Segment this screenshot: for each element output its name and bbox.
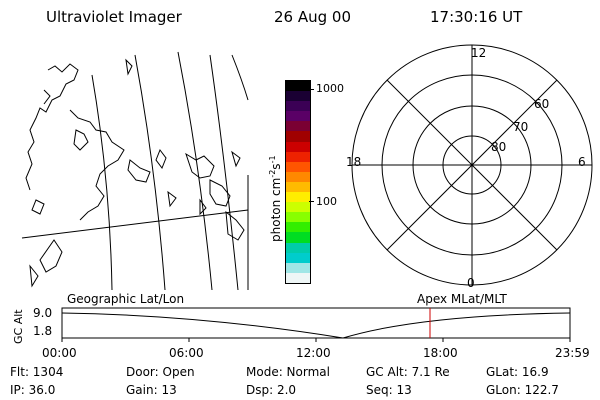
colorbar-segment [286,111,310,122]
time-label: 17:30:16 UT [430,8,523,26]
mlt-label-0: 0 [467,276,475,290]
colorbar-segment [286,252,310,263]
colorbar-segment [286,232,310,243]
timeline-right-title: Apex MLat/MLT [417,292,507,306]
mlt-label-12: 12 [471,46,487,60]
colorbar-segment [286,222,310,233]
status-mode: Mode: Normal [246,365,330,379]
status-ip: IP: 36.0 [10,383,56,397]
map-coastlines [25,58,245,288]
mlt-label-6: 6 [578,155,586,169]
timeline-ticklabel-1: 06:00 [169,346,204,360]
colorbar-segment [286,91,310,102]
colorbar-segment [286,171,310,182]
instrument-title: Ultraviolet Imager [46,8,182,26]
colorbar-label-1000: 1000 [316,82,344,95]
colorbar-segment [286,101,310,112]
mlat-label-70: 70 [513,120,529,134]
timeline-ticklabel-2: 12:00 [296,346,331,360]
colorbar-segment [286,131,310,142]
colorbar-segment [286,81,310,92]
status-gain: Gain: 13 [126,383,177,397]
polar-diagonal-2 [386,79,558,251]
timeline-left-title: Geographic Lat/Lon [67,292,185,306]
colorbar-segment [286,202,310,213]
status-geo-longitude: GLon: 122.7 [486,383,559,397]
map-latitude-line [21,209,249,239]
timeline-ticklabel-4: 23:59 [555,346,590,360]
colorbar-label-100: 100 [316,195,337,208]
timeline-ticklabel-0: 00:00 [42,346,77,360]
colorbar-tick-low [309,201,314,202]
colorbar-segment [286,141,310,152]
mlat-label-80: 80 [491,140,507,154]
colorbar-segment [286,192,310,203]
timeline-ytick-bottom: 1.8 [33,324,53,338]
colorbar-segment [286,121,310,132]
colorbar-tick-high [309,89,314,90]
colorbar-segment [286,242,310,253]
timeline-altitude-curve [61,312,571,339]
colorbar-segment [286,262,310,273]
colorbar-segment [286,212,310,223]
timeline-ticklabel-3: 18:00 [423,346,458,360]
colorbar-segment [286,151,310,162]
colorbar [285,80,311,284]
status-flight: Flt: 1304 [10,365,64,379]
colorbar-segment [286,161,310,172]
status-geo-latitude: GLat: 16.9 [486,365,549,379]
status-gc-altitude: GC Alt: 7.1 Re [366,365,450,379]
date-label: 26 Aug 00 [274,8,351,26]
mlt-label-18: 18 [346,155,362,169]
timeline-ytick-top: 9.0 [33,306,53,320]
status-sequence: Seq: 13 [366,383,412,397]
map-meridians [91,51,249,291]
colorbar-segment [286,272,310,283]
mlat-label-60: 60 [534,97,550,111]
status-display: Dsp: 2.0 [246,383,297,397]
colorbar-segment [286,181,310,193]
status-door: Door: Open [126,365,195,379]
